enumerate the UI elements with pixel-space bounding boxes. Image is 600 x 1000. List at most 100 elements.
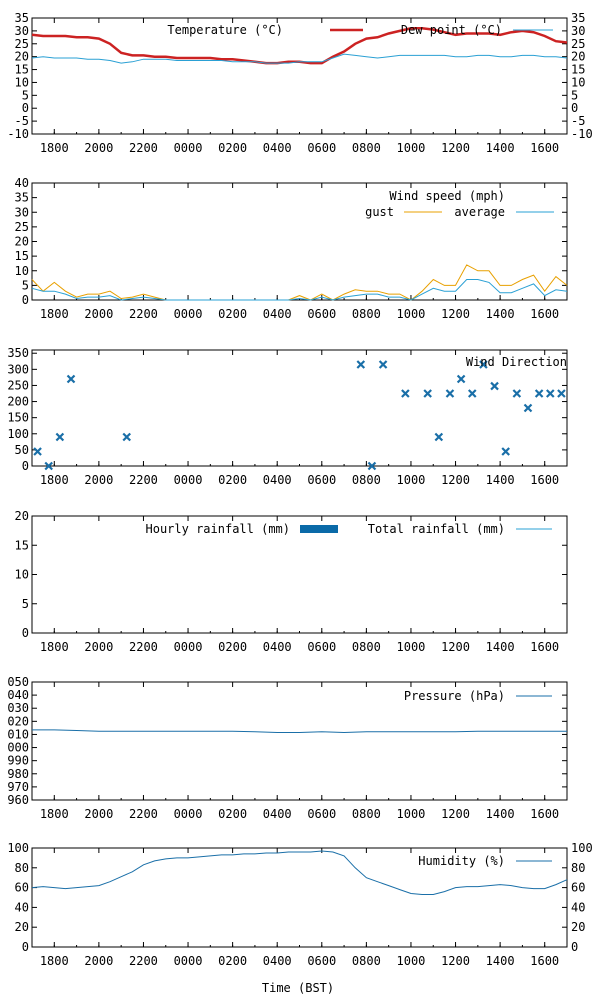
y-tick-label-right: 40 [571, 900, 585, 914]
x-tick-label: 1000 [397, 473, 426, 487]
x-tick-label: 1200 [441, 473, 470, 487]
legend-label: average [454, 205, 505, 219]
x-tick-label: 0000 [174, 473, 203, 487]
x-tick-label: 1200 [441, 640, 470, 654]
series-line-2 [31, 279, 568, 301]
scatter-point [378, 360, 388, 369]
y-tick-label: 010 [7, 727, 29, 741]
x-tick-label: 1800 [40, 307, 69, 321]
x-tick-label: 0400 [263, 307, 292, 321]
y-tick-label: 300 [7, 362, 29, 376]
y-tick-label: 0 [22, 101, 29, 115]
y-tick-label: 10 [15, 75, 29, 89]
y-tick-label-right: 10 [571, 75, 585, 89]
legend-label: Hourly rainfall (mm) [146, 522, 291, 536]
x-tick-label: 1000 [397, 640, 426, 654]
y-tick-label: 020 [7, 714, 29, 728]
x-tick-label: 1400 [486, 807, 515, 821]
x-tick-label: 2000 [84, 473, 113, 487]
y-tick-label: 15 [15, 538, 29, 552]
x-tick-label: 2200 [129, 307, 158, 321]
x-tick-label: 0000 [174, 954, 203, 968]
scatter-point [512, 389, 522, 398]
scatter-point [501, 447, 510, 456]
y-tick-label: -10 [7, 127, 29, 141]
y-tick-label: 980 [7, 767, 29, 781]
x-tick-label: 0600 [307, 807, 336, 821]
legend-label: Humidity (%) [418, 854, 505, 868]
legend-label: Pressure (hPa) [404, 689, 505, 703]
y-tick-label: 10 [15, 568, 29, 582]
y-tick-label-right: 35 [571, 11, 585, 25]
y-tick-label: 200 [7, 395, 29, 409]
x-tick-label: 0200 [218, 954, 247, 968]
panel-4: 0 5 10 15 20 1800 2000 2200 0000 0200 0400 0600 0800… [15, 509, 568, 654]
y-tick-label: 0 [22, 459, 29, 473]
x-tick-label: 1000 [397, 141, 426, 155]
x-tick-label: 0600 [307, 141, 336, 155]
scatter-point [490, 381, 499, 391]
x-tick-label: 0800 [352, 141, 381, 155]
x-tick-label: 2000 [84, 141, 113, 155]
y-tick-label: 80 [15, 861, 29, 875]
x-tick-label: 0800 [352, 807, 381, 821]
series-line-1 [31, 850, 568, 895]
scatter-point [33, 447, 42, 456]
x-tick-label: 1600 [530, 141, 559, 155]
y-tick-label: 100 [7, 427, 29, 441]
y-tick-label: 5 [22, 88, 29, 102]
x-tick-label: 0000 [174, 640, 203, 654]
x-tick-label: 1400 [486, 307, 515, 321]
y-tick-label-right: 5 [571, 88, 578, 102]
x-tick-label: 1800 [40, 954, 69, 968]
x-tick-label: 1400 [486, 141, 515, 155]
y-tick-label: 0 [22, 293, 29, 307]
y-tick-label-right: 20 [571, 50, 585, 64]
y-tick-label: 35 [15, 11, 29, 25]
series-line-1 [31, 264, 568, 301]
y-tick-label: 100 [7, 841, 29, 855]
scatter-point [401, 389, 410, 398]
x-tick-label: 0600 [307, 640, 336, 654]
y-tick-label: 40 [15, 900, 29, 914]
panel-6: 0 0 20 20 40 40 60 60 80 80 100 100 1800 2000 2200 0000… [7, 841, 592, 968]
y-tick-label-right: 15 [571, 63, 585, 77]
y-tick-label-right: -5 [571, 114, 585, 128]
x-tick-label: 1200 [441, 141, 470, 155]
x-tick-label: 0800 [352, 307, 381, 321]
x-tick-label: 1800 [40, 807, 69, 821]
y-tick-label: 20 [15, 235, 29, 249]
y-tick-label: 990 [7, 754, 29, 768]
x-tick-label: 0800 [352, 954, 381, 968]
scatter-point [534, 389, 544, 398]
x-tick-label: 1600 [530, 640, 559, 654]
y-tick-label-right: 60 [571, 881, 585, 895]
y-tick-label-right: 100 [571, 841, 593, 855]
x-axis-title: Time (BST) [262, 981, 334, 995]
y-tick-label: 0 [22, 626, 29, 640]
y-tick-label: 40 [15, 176, 29, 190]
x-tick-label: 0000 [174, 141, 203, 155]
scatter-point [445, 389, 455, 398]
y-tick-label: 250 [7, 378, 29, 392]
x-tick-label: 2000 [84, 954, 113, 968]
series-line-1 [32, 729, 567, 734]
y-tick-label: 35 [15, 191, 29, 205]
x-tick-label: 1800 [40, 473, 69, 487]
x-tick-label: 1200 [441, 307, 470, 321]
y-tick-label: 25 [15, 37, 29, 51]
y-tick-label: 30 [15, 24, 29, 38]
y-tick-label: 50 [15, 443, 29, 457]
legend-label: Total rainfall (mm) [368, 522, 505, 536]
y-tick-label-right: 0 [571, 101, 578, 115]
scatter-point [479, 360, 488, 369]
x-tick-label: 0600 [307, 307, 336, 321]
panel-3: 0 50 100 150 200 250 300 350 1800 2000 2200 0000 020… [7, 346, 568, 487]
scatter-point [44, 461, 53, 471]
y-tick-label-right: 25 [571, 37, 585, 51]
y-tick-label: 15 [15, 249, 29, 263]
x-tick-label: 0400 [263, 807, 292, 821]
